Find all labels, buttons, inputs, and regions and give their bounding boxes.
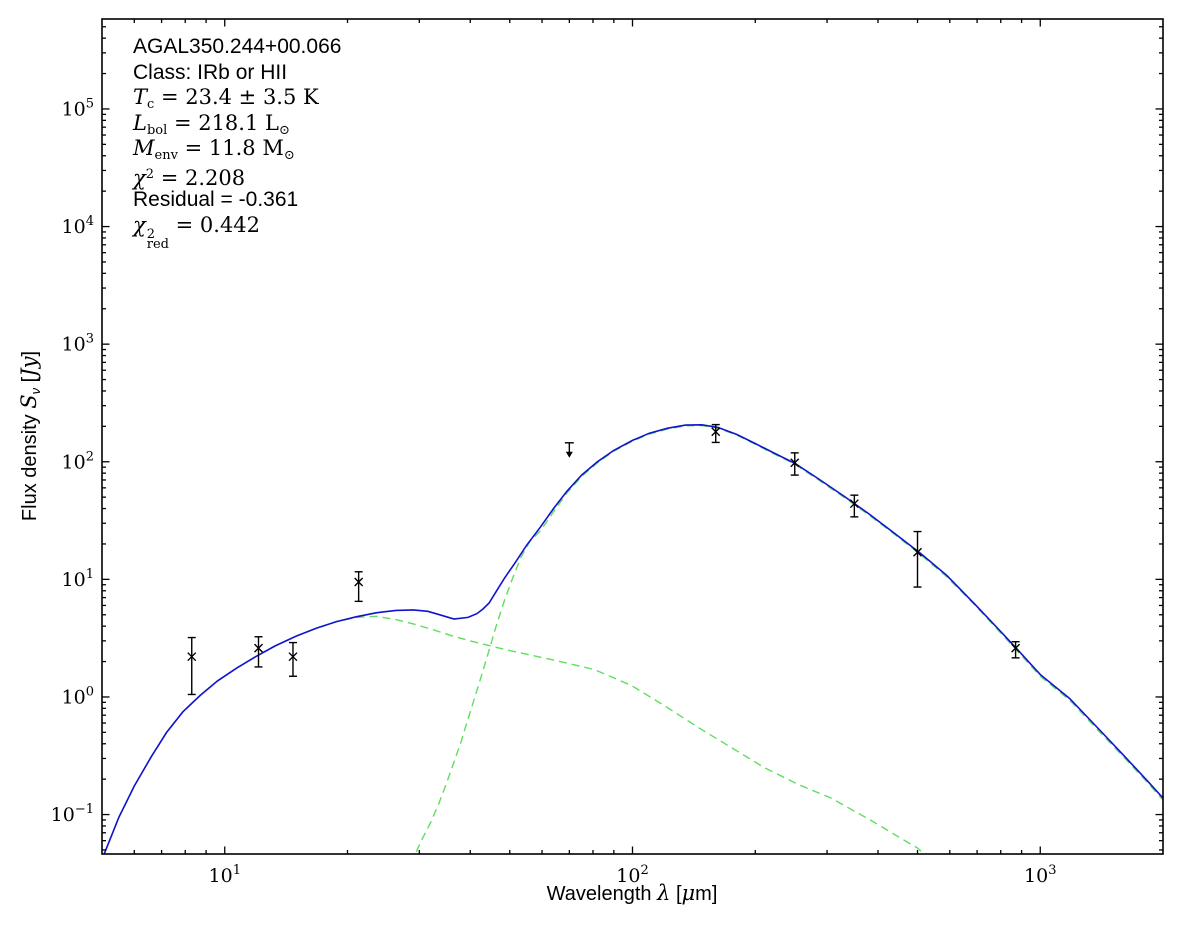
data-point bbox=[790, 452, 800, 476]
upper-limit-arrow bbox=[564, 442, 574, 458]
data-point bbox=[288, 641, 298, 677]
cold-component-model-curve bbox=[414, 424, 1163, 854]
warm-component-model-curve bbox=[103, 615, 926, 854]
chi2red-line: χ 2 red = 0.442 bbox=[133, 212, 261, 252]
luminosity-line: Lbol = 218.1 L⊙ bbox=[133, 110, 290, 138]
data-point bbox=[1011, 641, 1021, 659]
tick-label: 103 bbox=[1024, 863, 1056, 887]
mass-line: Menv = 11.8 M⊙ bbox=[133, 136, 295, 163]
source-class: Class: IRb or HII bbox=[133, 60, 288, 84]
lambda-symbol: λ bbox=[657, 881, 671, 905]
data-point bbox=[354, 571, 364, 603]
data-point bbox=[187, 636, 197, 696]
tick-labels: 101 102 103 10−1 100 101 102 103 104 105 bbox=[51, 96, 1057, 887]
total-model-curve bbox=[103, 423, 1163, 854]
tick-label: 101 bbox=[209, 863, 241, 887]
model-curves bbox=[103, 423, 1163, 854]
tick-label: 105 bbox=[62, 96, 94, 120]
data-point bbox=[913, 530, 923, 588]
data-point bbox=[711, 423, 721, 444]
tick-label: 102 bbox=[616, 863, 648, 887]
flux-symbol: S bbox=[17, 394, 41, 409]
x-axis-label: Wavelength λ [μm] bbox=[546, 881, 718, 905]
data-points bbox=[187, 423, 1021, 696]
tick-label: 100 bbox=[62, 684, 94, 708]
tick-label: 101 bbox=[62, 567, 94, 591]
y-axis-label: Flux density Sν [Jy] bbox=[17, 350, 43, 522]
temperature-line: Tc = 23.4 ± 3.5 K bbox=[133, 85, 319, 112]
source-name: AGAL350.244+00.066 bbox=[133, 35, 342, 58]
tick-label: 10−1 bbox=[51, 802, 94, 826]
residual-line: Residual = -0.361 bbox=[133, 188, 299, 211]
tick-label: 104 bbox=[62, 214, 94, 238]
mu-symbol: μ bbox=[681, 881, 696, 905]
axis-ticks bbox=[102, 19, 1163, 854]
tick-label: 102 bbox=[62, 449, 94, 473]
data-point bbox=[254, 636, 263, 668]
chi2-line: χ2 = 2.208 bbox=[133, 165, 246, 190]
tick-label: 103 bbox=[62, 332, 94, 356]
annotation-block: AGAL350.244+00.066 Class: IRb or HII Tc … bbox=[133, 34, 342, 252]
data-point bbox=[849, 494, 859, 518]
